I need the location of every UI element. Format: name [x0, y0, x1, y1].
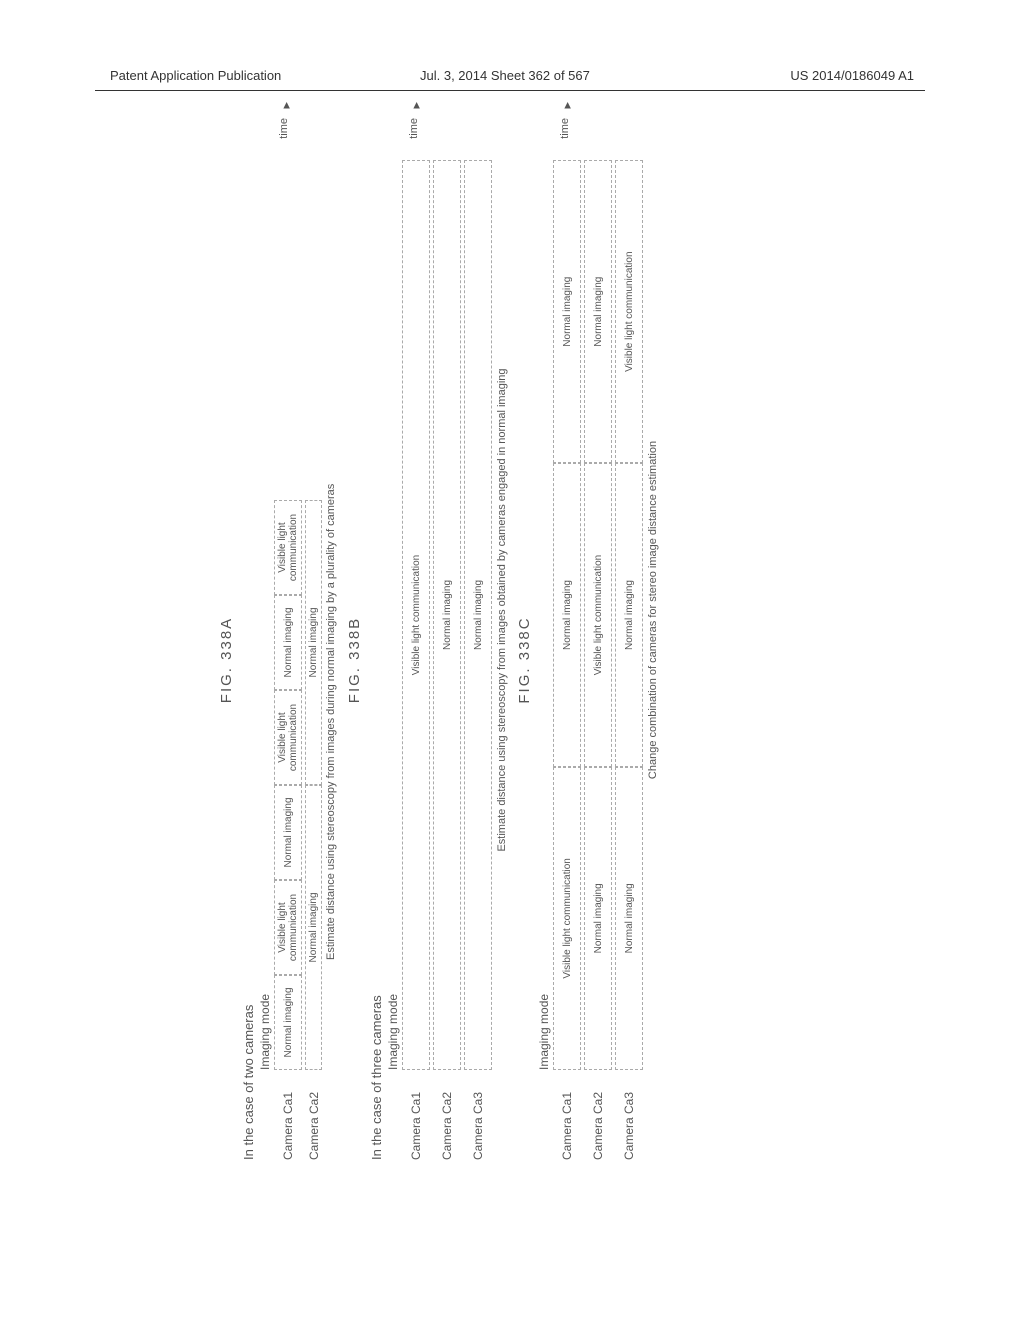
fig-b-title: FIG. 338B — [346, 160, 363, 1160]
camera-label: Camera Ca2 — [433, 1070, 461, 1160]
camera-label: Camera Ca1 — [553, 1070, 581, 1160]
cell-normal: Normal imaging — [615, 463, 643, 766]
time-label: time — [408, 118, 420, 139]
fig-c-note: Change combination of cameras for stereo… — [647, 160, 659, 1060]
cell-vlc: Visible light communication — [553, 767, 581, 1070]
timeline: Normal imaging Normal imaging — [305, 160, 322, 1070]
cell-normal: Normal imaging — [274, 785, 302, 880]
page: Patent Application Publication Jul. 3, 2… — [0, 0, 1024, 1320]
cell-normal: Normal imaging — [615, 767, 643, 1070]
fig-a-row-1: Camera Ca1 Normal imaging Visible light … — [274, 160, 302, 1160]
timeline: Visible light communication time ▸ — [402, 160, 430, 1070]
fig-c-row-1: Camera Ca1 Visible light communication N… — [553, 160, 581, 1160]
time-label: time — [278, 118, 290, 139]
camera-label: Camera Ca1 — [402, 1070, 430, 1160]
fig-b-note: Estimate distance using stereoscopy from… — [496, 160, 508, 1060]
arrow-icon: ▸ — [278, 102, 294, 109]
cell-vlc: Visible light communication — [274, 880, 302, 975]
cell-vlc: Visible light communication — [274, 690, 302, 785]
fig-b: Camera Ca1 Visible light communication t… — [402, 160, 508, 1160]
header-rule — [95, 90, 925, 91]
cell-normal: Normal imaging — [274, 975, 302, 1070]
fig-a-note: Estimate distance using stereoscopy from… — [325, 160, 338, 960]
camera-label: Camera Ca2 — [584, 1070, 612, 1160]
fig-c-row-2: Camera Ca2 Normal imaging Visible light … — [584, 160, 612, 1160]
cell-normal: Normal imaging — [305, 785, 322, 1070]
fig-c: Camera Ca1 Visible light communication N… — [553, 160, 659, 1160]
fig-b-row-3: Camera Ca3 Normal imaging — [464, 160, 492, 1160]
cell-vlc: Visible light communication — [274, 500, 302, 595]
fig-b-mode-label: Imaging mode — [386, 994, 400, 1070]
timeline: Normal imaging Normal imaging Visible li… — [615, 160, 643, 1070]
fig-b-section: In the case of three cameras — [369, 160, 384, 1160]
cell-normal: Normal imaging — [584, 767, 612, 1070]
cell-vlc: Visible light communication — [402, 160, 430, 1070]
cell-vlc: Visible light communication — [584, 463, 612, 766]
cell-normal: Normal imaging — [433, 160, 461, 1070]
cell-normal: Normal imaging — [274, 595, 302, 690]
fig-c-row-3: Camera Ca3 Normal imaging Normal imaging… — [615, 160, 643, 1160]
fig-c-title: FIG. 338C — [516, 160, 533, 1160]
fig-c-mode-label: Imaging mode — [537, 994, 551, 1070]
timeline: Normal imaging Visible light communicati… — [584, 160, 612, 1070]
header-center: Jul. 3, 2014 Sheet 362 of 567 — [420, 68, 590, 83]
timeline: Visible light communication Normal imagi… — [553, 160, 581, 1070]
fig-a-title: FIG. 338A — [218, 160, 235, 1160]
camera-label: Camera Ca2 — [305, 1070, 322, 1160]
fig-a-mode-label: Imaging mode — [258, 994, 272, 1070]
cell-normal: Normal imaging — [464, 160, 492, 1070]
cell-normal: Normal imaging — [553, 160, 581, 463]
time-label: time — [559, 118, 571, 139]
camera-label: Camera Ca1 — [274, 1070, 302, 1160]
timeline: Normal imaging Visible light communicati… — [274, 160, 302, 1070]
fig-b-row-2: Camera Ca2 Normal imaging — [433, 160, 461, 1160]
figure-content: FIG. 338A In the case of two cameras Ima… — [130, 250, 890, 1070]
timeline: Normal imaging — [433, 160, 461, 1070]
cell-normal: Normal imaging — [553, 463, 581, 766]
cell-normal: Normal imaging — [584, 160, 612, 463]
camera-label: Camera Ca3 — [464, 1070, 492, 1160]
cell-vlc: Visible light communication — [615, 160, 643, 463]
header-right: US 2014/0186049 A1 — [790, 68, 914, 83]
fig-a-row-2: Camera Ca2 Normal imaging Normal imaging — [305, 160, 322, 1160]
fig-a: Camera Ca1 Normal imaging Visible light … — [274, 160, 338, 1160]
camera-label: Camera Ca3 — [615, 1070, 643, 1160]
fig-b-row-1: Camera Ca1 Visible light communication t… — [402, 160, 430, 1160]
timeline: Normal imaging — [464, 160, 492, 1070]
header-left: Patent Application Publication — [110, 68, 281, 83]
cell-normal: Normal imaging — [305, 500, 322, 785]
fig-a-section: In the case of two cameras — [241, 160, 256, 1160]
rotated-figures: FIG. 338A In the case of two cameras Ima… — [210, 160, 810, 1160]
arrow-icon: ▸ — [559, 102, 575, 109]
arrow-icon: ▸ — [408, 102, 424, 109]
